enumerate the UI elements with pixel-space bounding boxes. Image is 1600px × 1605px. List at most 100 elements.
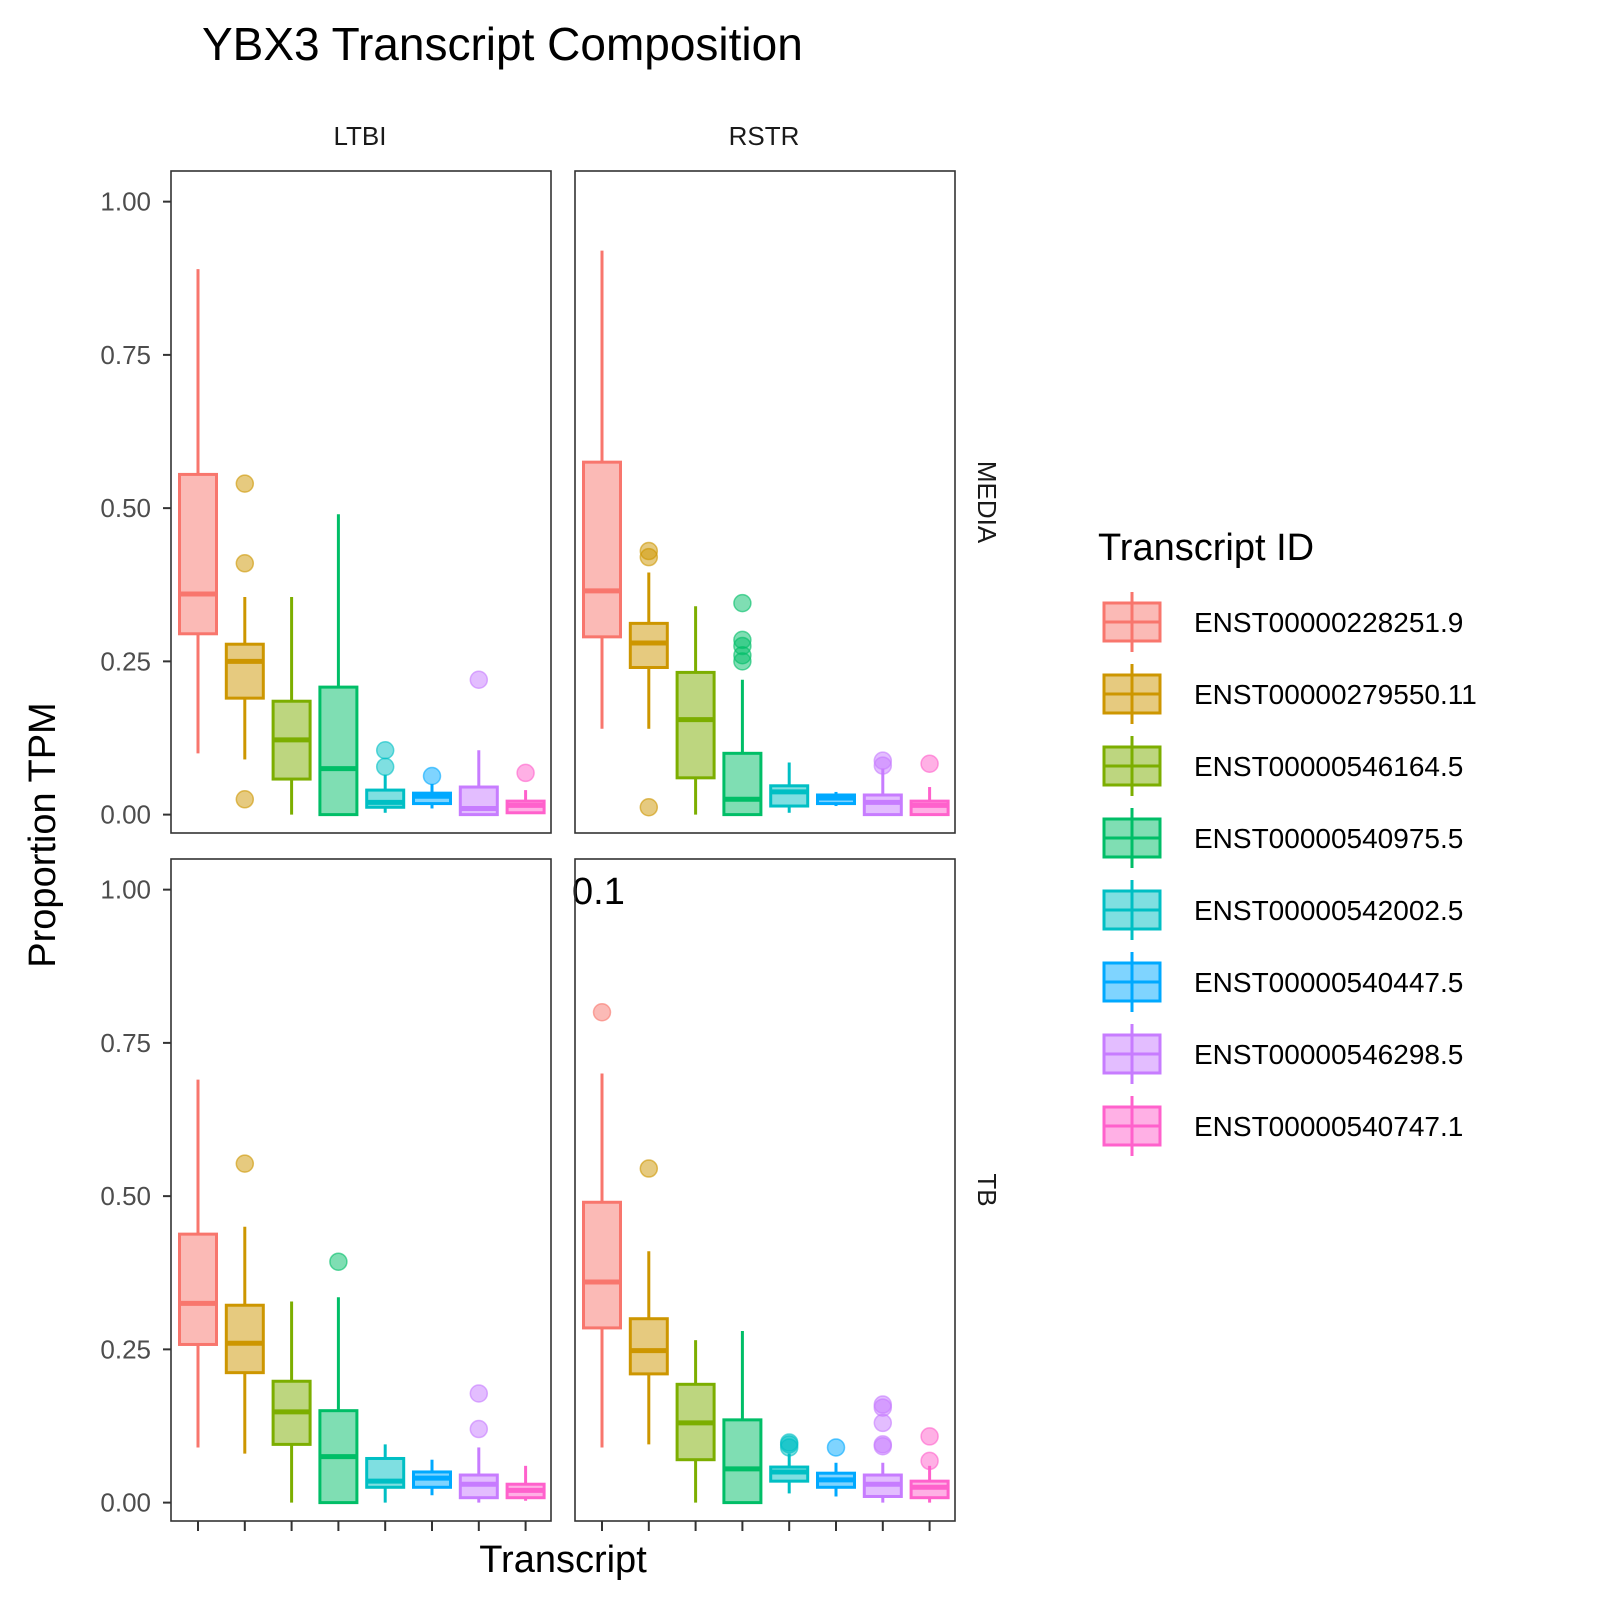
outlier-point: [873, 1436, 893, 1456]
legend-item-1: ENST00000228251.9: [1102, 592, 1463, 652]
legend-label: ENST00000546164.5: [1194, 751, 1463, 782]
outlier-point: [826, 1438, 846, 1457]
y-tick-label: 0.25: [100, 646, 151, 676]
legend-label: ENST00000540975.5: [1194, 823, 1463, 854]
boxplot-7: [458, 1384, 499, 1503]
y-tick-label: 0.25: [100, 1334, 151, 1364]
boxplot-5: [769, 762, 810, 813]
boxplot-4: [318, 1252, 359, 1505]
y-tick-label: 1.00: [100, 875, 151, 905]
legend-title: Transcript ID: [1098, 527, 1314, 569]
boxplot-6: [816, 1438, 856, 1497]
outlier-point: [469, 1419, 489, 1439]
boxplot-3: [675, 606, 716, 815]
outlier-point: [235, 554, 255, 573]
legend-label: ENST00000546298.5: [1194, 1039, 1463, 1070]
outlier-point: [516, 763, 535, 783]
outlier-point: [469, 1384, 489, 1403]
boxplot-2: [224, 474, 265, 809]
boxplot-5: [365, 741, 406, 813]
outlier-point: [873, 1413, 893, 1433]
box-iqr: [582, 1200, 622, 1330]
boxplot-4: [722, 1330, 763, 1505]
panel-frame: [574, 858, 956, 1522]
box-iqr: [178, 1232, 218, 1346]
facet-strip-ltbi: LTBI: [334, 121, 387, 151]
boxplot-1: [582, 1002, 622, 1448]
outlier-point: [639, 1159, 659, 1178]
boxplot-2: [628, 1159, 669, 1445]
outlier-point: [422, 766, 442, 786]
y-tick-label: 0.75: [100, 340, 151, 370]
panel-frame: [170, 170, 552, 834]
box-iqr: [178, 472, 218, 636]
boxplot-3: [271, 1301, 312, 1503]
boxplot-8: [505, 763, 546, 815]
legend-label: ENST00000540447.5: [1194, 967, 1463, 998]
outlier-point: [235, 790, 255, 809]
y-tick-label: 1.00: [100, 187, 151, 217]
boxplot-8: [909, 754, 950, 817]
boxplot-5: [365, 1444, 406, 1503]
x-axis-title: Transcript: [479, 1539, 647, 1581]
facet-strip-tb: TB: [972, 1173, 1002, 1206]
outlier-point: [375, 741, 395, 760]
legend-item-6: ENST00000540447.5: [1102, 952, 1463, 1012]
box-iqr: [224, 1303, 265, 1375]
box-iqr: [582, 460, 622, 639]
y-tick-label: 0.00: [100, 800, 151, 830]
legend-item-4: ENST00000540975.5: [1102, 808, 1463, 868]
outlier-point: [873, 1398, 893, 1417]
panel-ltbi-media: 0.00 0.25 0.50 0.75 1.00: [100, 170, 552, 834]
panel-frame: [170, 858, 552, 1522]
legend-label: ENST00000542002.5: [1194, 895, 1463, 926]
boxplot-6: [816, 791, 856, 807]
boxplot-1: [582, 250, 622, 729]
boxplot-6: [412, 1459, 452, 1496]
boxplot-1: [178, 269, 218, 754]
outlier-point: [920, 754, 939, 773]
outlier-point: [920, 1427, 939, 1446]
boxplot-1: [178, 1079, 218, 1448]
legend-item-3: ENST00000546164.5: [1102, 736, 1463, 796]
box-iqr: [769, 784, 810, 808]
panel-rstr-media: [574, 170, 956, 834]
box-iqr: [628, 1317, 669, 1376]
boxplot-3: [271, 597, 312, 815]
legend-label: ENST00000228251.9: [1194, 607, 1463, 638]
legend-item-5: ENST00000542002.5: [1102, 880, 1463, 940]
outlier-point: [235, 474, 255, 493]
panel-rstr-tb: [574, 858, 956, 1531]
facet-strip-media: MEDIA: [972, 461, 1002, 544]
outlier-point: [592, 1002, 612, 1022]
box-iqr: [722, 751, 763, 817]
boxplot-2: [628, 541, 669, 817]
y-axis-title: Proportion TPM: [22, 702, 64, 967]
outlier-point: [639, 798, 659, 817]
boxplot-8: [505, 1465, 546, 1501]
y-tick-label: 0.50: [100, 493, 151, 523]
legend-item-2: ENST00000279550.11: [1102, 664, 1477, 724]
chart-title: YBX3 Transcript Composition: [202, 18, 803, 70]
y-tick-label: 0.00: [100, 1488, 151, 1518]
outlier-point: [733, 652, 752, 671]
y-tick-label: 0.75: [100, 1028, 151, 1058]
outlier-point: [733, 593, 752, 613]
legend-label: ENST00000540747.1: [1194, 1111, 1463, 1142]
legend-item-7: ENST00000546298.5: [1102, 1024, 1463, 1084]
panel-frame: [574, 170, 956, 834]
box-iqr: [318, 685, 359, 817]
outlier-point: [235, 1154, 255, 1173]
outlier-point: [329, 1252, 348, 1271]
facet-strip-rstr: RSTR: [729, 121, 800, 151]
outlier-point: [469, 670, 489, 690]
boxplot-7: [862, 751, 903, 817]
boxplot-6: [412, 766, 452, 809]
boxplot-7: [458, 670, 499, 817]
outlier-point: [920, 1451, 939, 1471]
legend-item-8: ENST00000540747.1: [1102, 1096, 1463, 1156]
boxplot-5: [769, 1433, 810, 1494]
boxplot-2: [224, 1154, 265, 1454]
